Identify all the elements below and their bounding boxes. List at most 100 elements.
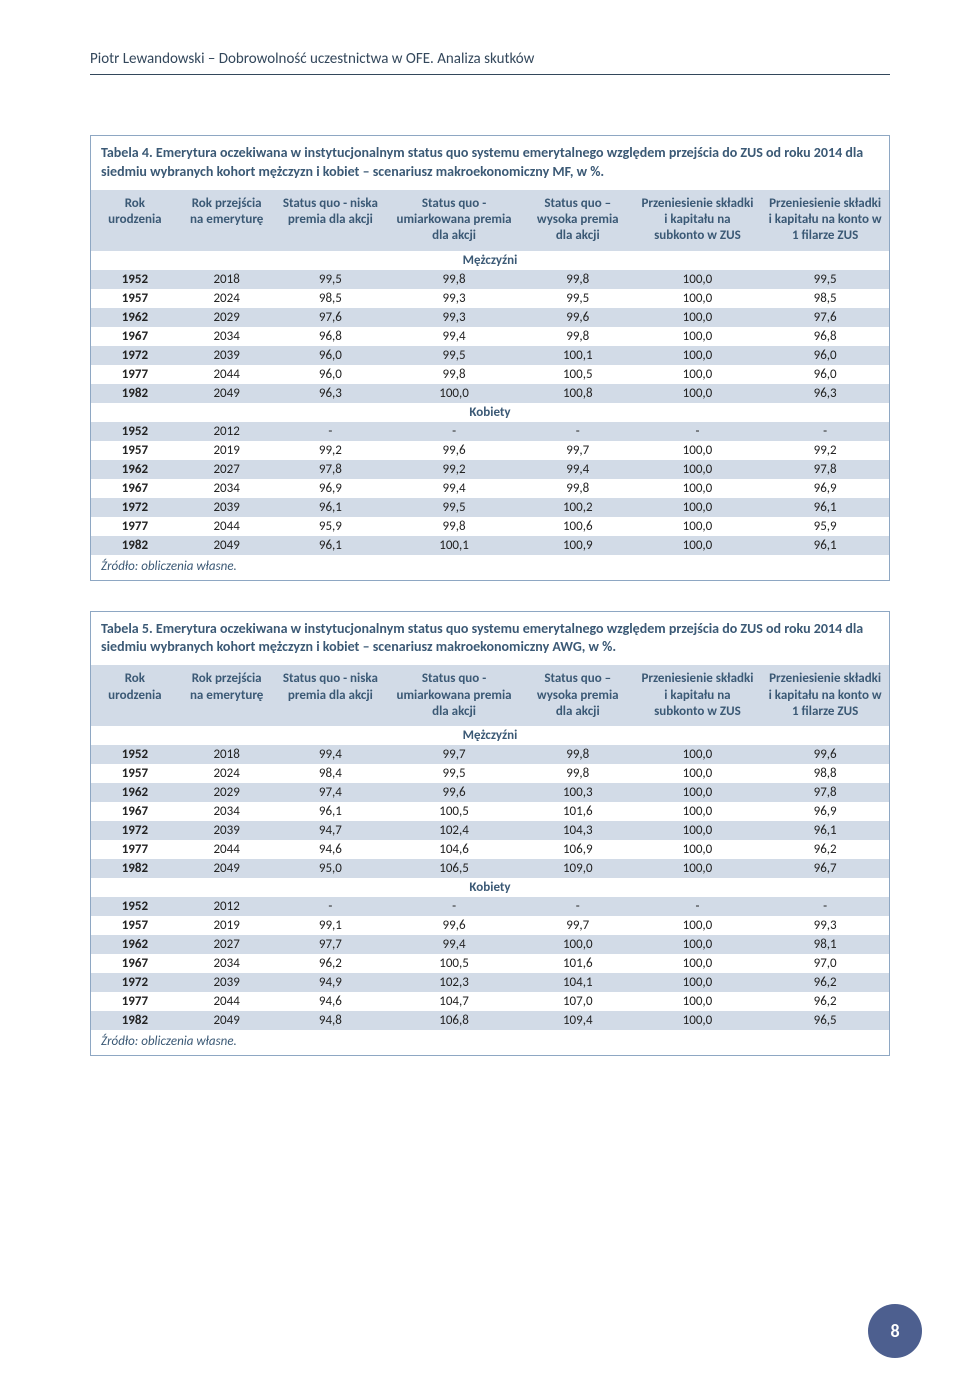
table-row: 1972203994,9102,3104,1100,096,2 (91, 973, 889, 992)
col-header: Rok urodzenia (91, 665, 179, 726)
table-cell: 1957 (91, 289, 179, 308)
table-cell: 1962 (91, 308, 179, 327)
table-cell: 99,6 (761, 745, 889, 764)
table-cell: 1952 (91, 745, 179, 764)
table-cell: 1982 (91, 859, 179, 878)
table-cell: 99,5 (386, 498, 522, 517)
table-cell: 100,0 (634, 1011, 762, 1030)
table-cell: 100,0 (634, 973, 762, 992)
table-cell: 99,5 (275, 270, 387, 289)
table-cell: 104,7 (386, 992, 522, 1011)
table-cell: 2039 (179, 821, 275, 840)
table-row: 1952201899,499,799,8100,099,6 (91, 745, 889, 764)
table-cell: 96,2 (275, 954, 387, 973)
table-cell: 2012 (179, 897, 275, 916)
table-cell: 100,0 (634, 460, 762, 479)
table-cell: 2018 (179, 270, 275, 289)
table-cell: 99,4 (386, 935, 522, 954)
table-cell: 96,2 (761, 973, 889, 992)
table-cell: 2034 (179, 954, 275, 973)
table-cell: - (275, 897, 387, 916)
table-cell: 2049 (179, 859, 275, 878)
table-cell: 2044 (179, 992, 275, 1011)
table-cell: 100,0 (634, 270, 762, 289)
table-cell: - (386, 897, 522, 916)
table-row: 1977204495,999,8100,6100,095,9 (91, 517, 889, 536)
table-row: 19522012----- (91, 422, 889, 441)
table-cell: 2034 (179, 479, 275, 498)
table-cell: 96,1 (761, 821, 889, 840)
col-header: Rok przejścia na emeryturę (179, 665, 275, 726)
col-header: Rok przejścia na emeryturę (179, 190, 275, 251)
table-cell: 99,8 (386, 365, 522, 384)
table-cell: 100,0 (634, 346, 762, 365)
table-cell: 2019 (179, 916, 275, 935)
table4-block: Tabela 4. Emerytura oczekiwana w instytu… (90, 135, 890, 581)
section-row-women: Kobiety (91, 403, 889, 422)
table-cell: 96,0 (275, 346, 387, 365)
table-row: 1962202797,899,299,4100,097,8 (91, 460, 889, 479)
table-cell: 2034 (179, 327, 275, 346)
table-cell: - (275, 422, 387, 441)
col-header: Status quo – wysoka premia dla akcji (522, 665, 634, 726)
table-cell: 2049 (179, 384, 275, 403)
section-label: Kobiety (91, 878, 889, 897)
table-cell: 100,0 (634, 308, 762, 327)
table-cell: 100,0 (522, 935, 634, 954)
table-cell: 100,0 (634, 441, 762, 460)
section-row-men: Mężczyźni (91, 251, 889, 270)
table-cell: 1977 (91, 517, 179, 536)
table-cell: 99,8 (522, 327, 634, 346)
table-cell: 1982 (91, 1011, 179, 1030)
table-cell: 99,8 (522, 764, 634, 783)
table-cell: 1962 (91, 783, 179, 802)
table-cell: 100,0 (634, 536, 762, 555)
table-cell: 1952 (91, 270, 179, 289)
table-cell: - (386, 422, 522, 441)
table5-body: Mężczyźni1952201899,499,799,8100,099,619… (91, 726, 889, 1030)
col-header: Status quo - umiarkowana premia dla akcj… (386, 190, 522, 251)
table-cell: 99,5 (386, 346, 522, 365)
table-cell: 96,9 (761, 802, 889, 821)
table-cell: 97,0 (761, 954, 889, 973)
table-cell: 100,6 (522, 517, 634, 536)
col-header: Status quo - niska premia dla akcji (275, 190, 387, 251)
table-cell: 94,6 (275, 840, 387, 859)
table-cell: 94,6 (275, 992, 387, 1011)
table-cell: 100,0 (634, 859, 762, 878)
col-header: Status quo - niska premia dla akcji (275, 665, 387, 726)
table-cell: 95,0 (275, 859, 387, 878)
table-cell: 99,3 (761, 916, 889, 935)
table-cell: 2019 (179, 441, 275, 460)
table-cell: 1967 (91, 327, 179, 346)
table-cell: 104,1 (522, 973, 634, 992)
table-row: 1957202498,499,599,8100,098,8 (91, 764, 889, 783)
table-cell: 97,4 (275, 783, 387, 802)
table-cell: 99,2 (275, 441, 387, 460)
table-cell: 96,9 (761, 479, 889, 498)
page: Piotr Lewandowski – Dobrowolność uczestn… (0, 0, 960, 1386)
table-cell: - (761, 897, 889, 916)
table-cell: 99,7 (522, 441, 634, 460)
table-cell: 2024 (179, 289, 275, 308)
table-cell: 2039 (179, 498, 275, 517)
table-row: 1982204995,0106,5109,0100,096,7 (91, 859, 889, 878)
table-cell: 101,6 (522, 954, 634, 973)
page-number-badge: 8 (868, 1304, 922, 1358)
table-row: 1962202997,499,6100,3100,097,8 (91, 783, 889, 802)
table-row: 1957201999,199,699,7100,099,3 (91, 916, 889, 935)
table-cell: 96,0 (761, 346, 889, 365)
table-cell: 99,5 (386, 764, 522, 783)
table-cell: 94,7 (275, 821, 387, 840)
table-cell: 2049 (179, 536, 275, 555)
section-row-women: Kobiety (91, 878, 889, 897)
table-cell: 98,1 (761, 935, 889, 954)
table-cell: - (761, 422, 889, 441)
table-cell: 99,6 (522, 308, 634, 327)
table-cell: 96,2 (761, 840, 889, 859)
table-row: 1957202498,599,399,5100,098,5 (91, 289, 889, 308)
table-row: 1967203496,999,499,8100,096,9 (91, 479, 889, 498)
table-cell: 97,8 (275, 460, 387, 479)
table-cell: 96,3 (275, 384, 387, 403)
table-cell: 99,3 (386, 289, 522, 308)
